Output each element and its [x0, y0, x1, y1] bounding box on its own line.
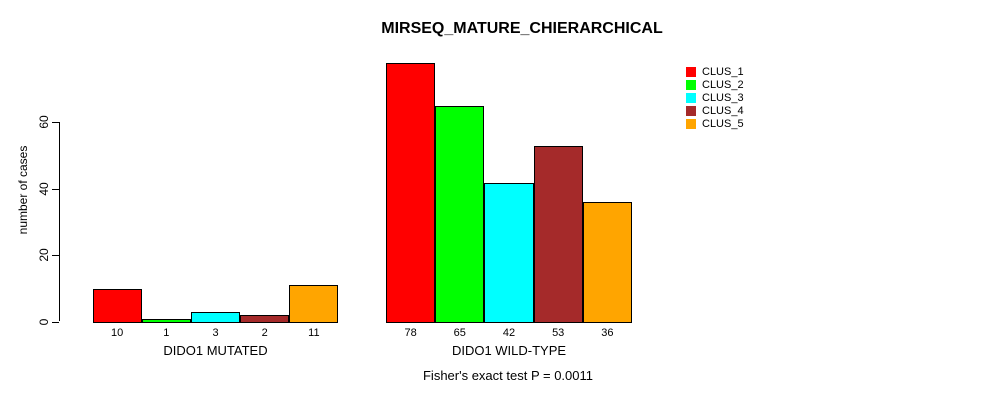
y-axis-tick-label: 40	[37, 182, 51, 196]
bar-clus_2	[141, 318, 191, 323]
y-axis-tick-label: 60	[37, 115, 51, 129]
y-axis-tick-label: 20	[37, 248, 51, 262]
bar-value-label: 1	[163, 327, 170, 339]
legend-label: CLUS_4	[702, 105, 744, 117]
bar-clus_4	[240, 314, 290, 323]
bar-value-label: 65	[453, 327, 466, 339]
y-axis-tick	[52, 122, 59, 124]
legend-label: CLUS_5	[702, 118, 744, 130]
bar-value-label: 36	[601, 327, 614, 339]
bar-value-label: 2	[261, 327, 268, 339]
bar-clus_2	[435, 105, 485, 323]
y-axis-tick	[52, 188, 59, 190]
bar-clus_5	[582, 201, 632, 323]
x-category-label: DIDO1 MUTATED	[163, 343, 268, 358]
y-axis-tick	[52, 321, 59, 323]
legend-swatch	[686, 67, 696, 77]
bar-value-label: 10	[110, 327, 124, 339]
legend-label: CLUS_3	[702, 92, 744, 104]
x-category-label: DIDO1 WILD-TYPE	[451, 343, 567, 358]
y-axis-tick-label: 0	[37, 318, 51, 325]
annotation-text: Fisher's exact test P = 0.0011	[422, 368, 594, 383]
legend-swatch	[686, 119, 696, 129]
bar-value-label: 42	[502, 327, 516, 339]
bar-value-label: 3	[212, 327, 219, 339]
bar-clus_3	[190, 311, 241, 323]
bar-clus_4	[533, 145, 583, 323]
legend-label: CLUS_1	[702, 66, 744, 78]
legend-swatch	[686, 106, 696, 116]
y-axis-tick	[52, 255, 59, 257]
y-axis-line	[59, 122, 60, 322]
bar-value-label: 11	[308, 327, 320, 339]
legend-swatch	[686, 80, 696, 90]
legend-swatch	[686, 93, 696, 103]
bar-clus_3	[484, 182, 534, 323]
bar-value-label: 78	[404, 327, 417, 339]
legend-label: CLUS_2	[702, 79, 744, 91]
bar-clus_1	[386, 62, 436, 323]
bar-value-label: 53	[552, 327, 565, 339]
bar-clus_1	[92, 288, 142, 323]
bar-clus_5	[289, 284, 339, 323]
y-axis-label: number of cases	[16, 145, 30, 235]
chart-title: MIRSEQ_MATURE_CHIERARCHICAL	[381, 20, 663, 37]
